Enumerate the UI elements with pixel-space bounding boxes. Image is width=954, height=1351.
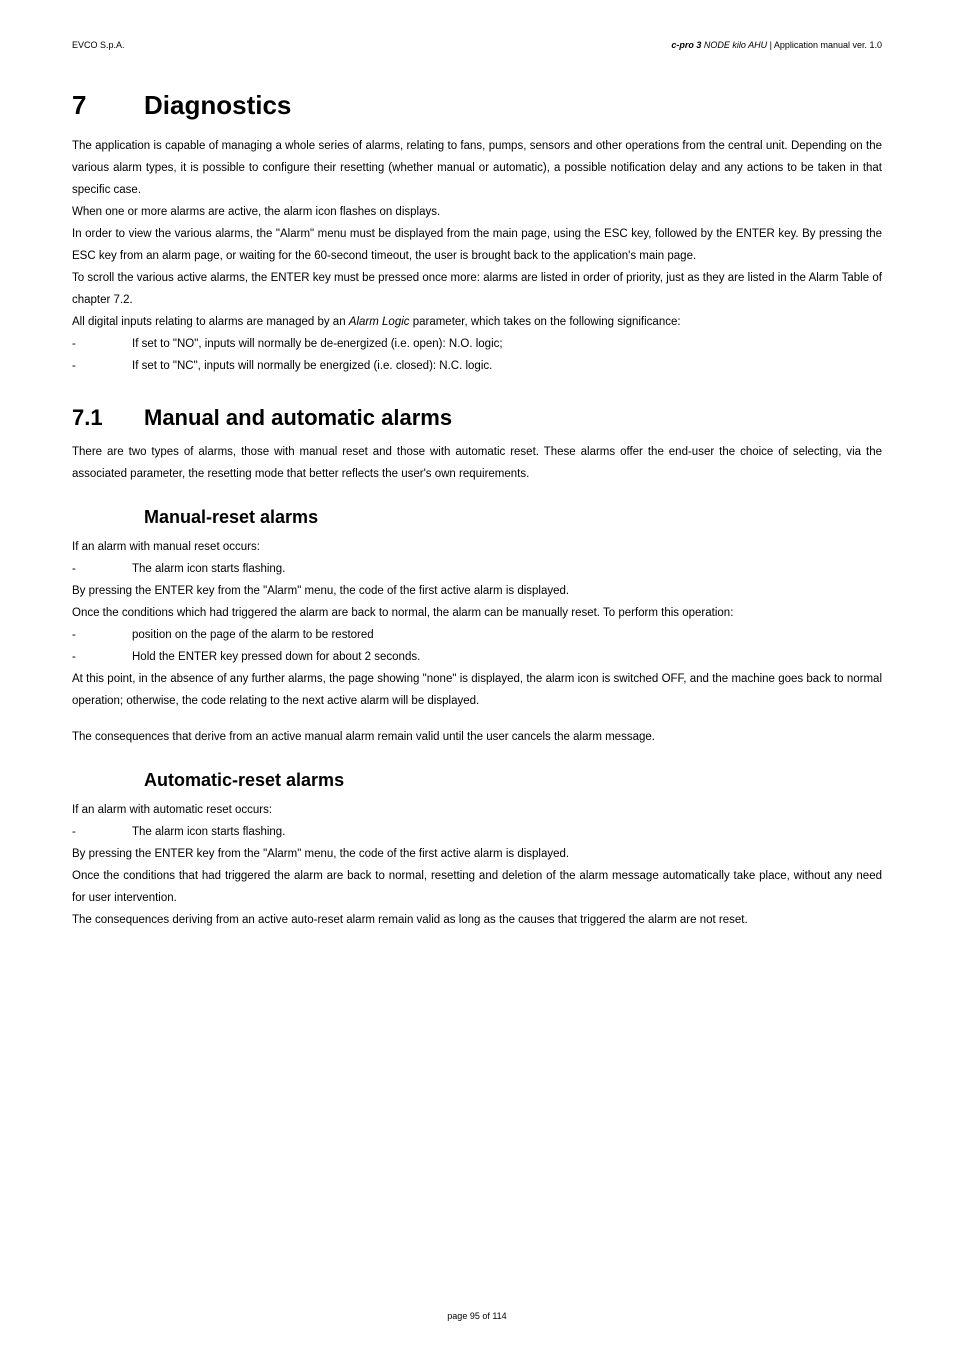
bullet-dash: - <box>72 646 132 668</box>
manual-p3: Once the conditions which had triggered … <box>72 602 882 624</box>
bullet-text: The alarm icon starts flashing. <box>132 558 882 580</box>
sec71-para: There are two types of alarms, those wit… <box>72 441 882 485</box>
manual-bullet-2: - position on the page of the alarm to b… <box>72 624 882 646</box>
page-header: EVCO S.p.A. c-pro 3 NODE kilo AHU | Appl… <box>72 40 882 50</box>
manual-bullet-3: - Hold the ENTER key pressed down for ab… <box>72 646 882 668</box>
intro-bullet-1: - If set to "NO", inputs will normally b… <box>72 333 882 355</box>
bullet-text: If set to "NO", inputs will normally be … <box>132 333 882 355</box>
intro-para-5-italic: Alarm Logic <box>349 316 410 328</box>
page-footer: page 95 of 114 <box>0 1311 954 1321</box>
bullet-text: The alarm icon starts flashing. <box>132 821 882 843</box>
subsection-title: Manual and automatic alarms <box>144 405 452 431</box>
bullet-text: position on the page of the alarm to be … <box>132 624 882 646</box>
intro-para-4: To scroll the various active alarms, the… <box>72 267 882 311</box>
manual-reset-heading: Manual-reset alarms <box>144 507 882 528</box>
page: EVCO S.p.A. c-pro 3 NODE kilo AHU | Appl… <box>0 0 954 1351</box>
section-heading: 7 Diagnostics <box>72 90 882 121</box>
manual-p1: If an alarm with manual reset occurs: <box>72 536 882 558</box>
subsection-number: 7.1 <box>72 405 144 431</box>
intro-para-5-pre: All digital inputs relating to alarms ar… <box>72 316 349 328</box>
section-number: 7 <box>72 90 144 121</box>
header-left: EVCO S.p.A. <box>72 40 125 50</box>
auto-reset-heading: Automatic-reset alarms <box>144 770 882 791</box>
auto-p2: By pressing the ENTER key from the "Alar… <box>72 843 882 865</box>
intro-para-2: When one or more alarms are active, the … <box>72 201 882 223</box>
header-product-italic: NODE kilo AHU <box>701 40 767 50</box>
auto-p4: The consequences deriving from an active… <box>72 909 882 931</box>
header-doc-info: | Application manual ver. 1.0 <box>767 40 882 50</box>
manual-p2: By pressing the ENTER key from the "Alar… <box>72 580 882 602</box>
manual-p5: The consequences that derive from an act… <box>72 726 882 748</box>
bullet-text: Hold the ENTER key pressed down for abou… <box>132 646 882 668</box>
auto-p1: If an alarm with automatic reset occurs: <box>72 799 882 821</box>
intro-para-1: The application is capable of managing a… <box>72 135 882 201</box>
subsection-heading: 7.1 Manual and automatic alarms <box>72 405 882 431</box>
bullet-dash: - <box>72 821 132 843</box>
section-title: Diagnostics <box>144 90 291 121</box>
manual-p4: At this point, in the absence of any fur… <box>72 668 882 712</box>
auto-bullet-1: - The alarm icon starts flashing. <box>72 821 882 843</box>
bullet-dash: - <box>72 355 132 377</box>
bullet-dash: - <box>72 333 132 355</box>
manual-bullet-1: - The alarm icon starts flashing. <box>72 558 882 580</box>
spacer <box>72 712 882 726</box>
auto-p3: Once the conditions that had triggered t… <box>72 865 882 909</box>
header-right: c-pro 3 NODE kilo AHU | Application manu… <box>671 40 882 50</box>
bullet-dash: - <box>72 624 132 646</box>
header-product-bold: c-pro 3 <box>671 40 701 50</box>
intro-para-3: In order to view the various alarms, the… <box>72 223 882 267</box>
intro-para-5-post: parameter, which takes on the following … <box>410 316 681 328</box>
bullet-text: If set to "NC", inputs will normally be … <box>132 355 882 377</box>
intro-bullet-2: - If set to "NC", inputs will normally b… <box>72 355 882 377</box>
bullet-dash: - <box>72 558 132 580</box>
intro-para-5: All digital inputs relating to alarms ar… <box>72 311 882 333</box>
